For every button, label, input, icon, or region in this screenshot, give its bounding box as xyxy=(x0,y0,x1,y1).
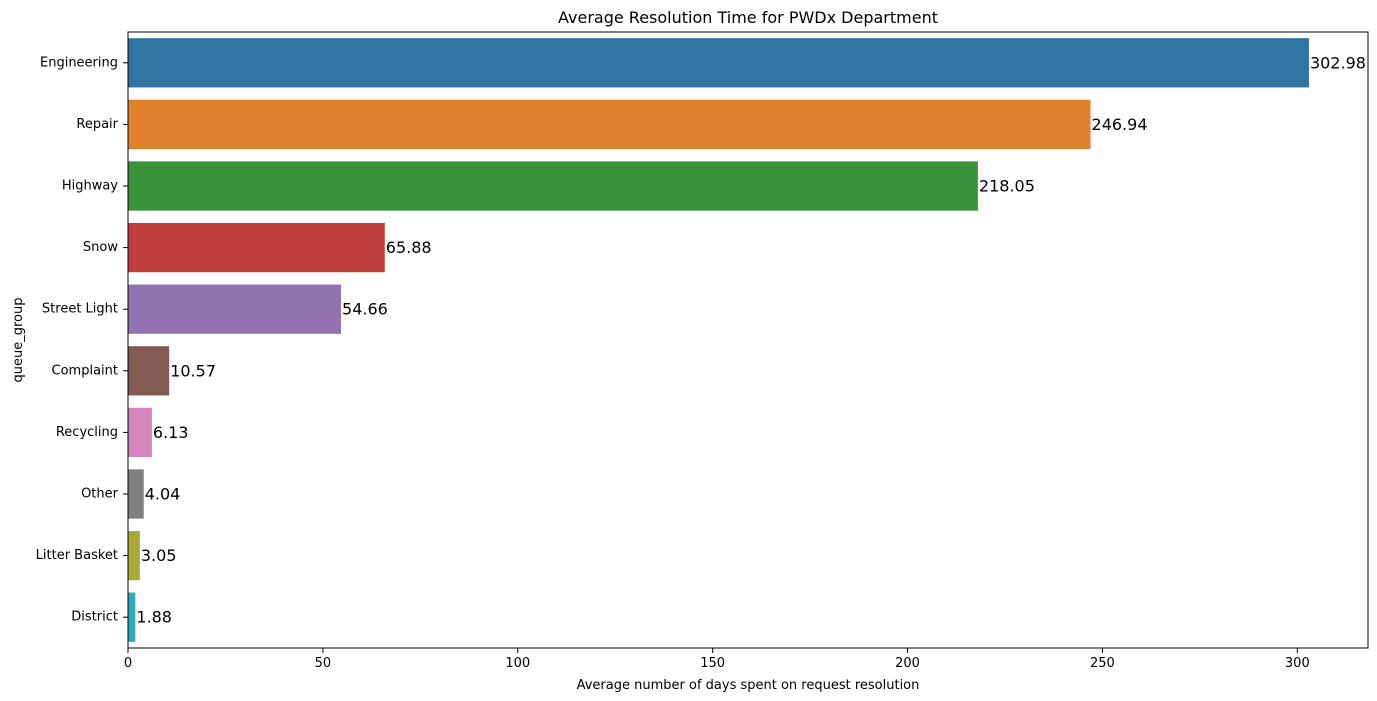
bar xyxy=(128,161,978,211)
y-tick-label: Other xyxy=(81,487,119,502)
data-label: 302.98 xyxy=(1310,53,1366,72)
y-tick-label: Litter Basket xyxy=(36,548,118,563)
data-label: 1.88 xyxy=(136,608,172,627)
bar xyxy=(128,407,152,458)
y-tick-label: Recycling xyxy=(56,425,118,440)
bar xyxy=(128,284,342,334)
x-tick-label: 250 xyxy=(1090,656,1115,671)
data-label: 4.04 xyxy=(145,485,181,504)
x-tick-label: 50 xyxy=(315,656,332,671)
y-tick-label: Street Light xyxy=(42,302,118,317)
x-axis-ticks: 0 50 100 150 200 250 300 xyxy=(124,648,1310,671)
y-axis-ticks: Engineering Repair Highway Snow Street Light… xyxy=(36,55,128,625)
y-tick-label: Highway xyxy=(62,179,118,194)
y-tick-label: Engineering xyxy=(40,55,118,70)
data-label: 65.88 xyxy=(386,238,432,257)
data-label: 6.13 xyxy=(153,423,189,442)
bar xyxy=(128,592,136,642)
x-tick-label: 200 xyxy=(895,656,920,671)
data-label: 3.05 xyxy=(141,546,177,565)
bar xyxy=(128,222,385,273)
y-tick-label: Complaint xyxy=(52,363,118,378)
bar xyxy=(128,530,140,581)
bar xyxy=(128,38,1309,88)
y-axis-title: queue_group xyxy=(11,298,26,383)
y-tick-label: Repair xyxy=(76,117,118,132)
x-tick-label: 300 xyxy=(1285,656,1310,671)
y-tick-label: Snow xyxy=(83,240,118,255)
x-tick-label: 100 xyxy=(505,656,530,671)
bar xyxy=(128,469,144,519)
x-tick-label: 0 xyxy=(124,656,132,671)
x-tick-label: 150 xyxy=(700,656,725,671)
data-label: 218.05 xyxy=(979,177,1035,196)
bar xyxy=(128,346,170,396)
chart-title: Average Resolution Time for PWDx Departm… xyxy=(558,8,938,27)
x-axis-title: Average number of days spent on request … xyxy=(577,678,920,693)
bar xyxy=(128,99,1091,150)
y-tick-label: District xyxy=(71,610,118,625)
bars-group xyxy=(128,38,1309,642)
data-label: 54.66 xyxy=(342,300,388,319)
plot-frame xyxy=(127,31,1369,649)
data-label: 10.57 xyxy=(170,361,216,380)
data-labels-group: 302.98 246.94 218.05 65.88 54.66 10.57 6.13 4.0… xyxy=(136,53,1366,626)
data-label: 246.94 xyxy=(1092,115,1148,134)
